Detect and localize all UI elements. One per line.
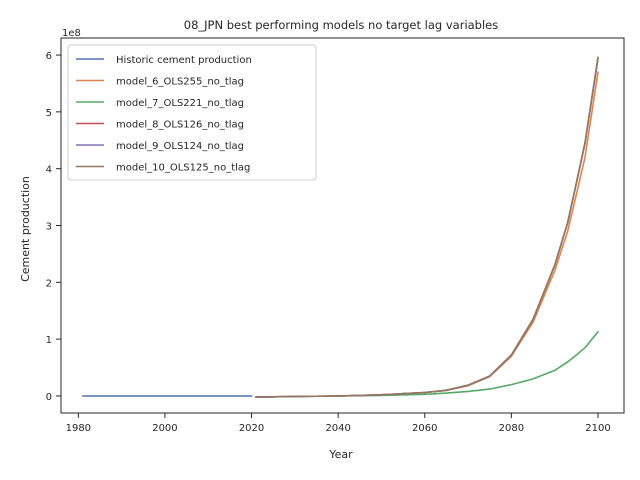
x-tick-label: 1980: [66, 423, 91, 434]
y-tick-label: 0: [46, 392, 52, 403]
plot-area: 1980 2000 2020 2040 2060 2080 2100 0 1 2 3 4 5 6: [46, 37, 625, 434]
x-tick-label: 2080: [499, 423, 524, 434]
x-tick-label: 2040: [325, 423, 350, 434]
x-tick-label: 2020: [239, 423, 264, 434]
legend-label-6: model_10_OLS125_no_tlag: [116, 163, 250, 174]
series-line-3: [255, 330, 599, 398]
x-axis-label: Year: [328, 448, 353, 461]
legend-label-2: model_6_OLS255_no_tlag: [116, 77, 244, 88]
legend-box: [67, 44, 317, 181]
legend-label-3: model_7_OLS221_no_tlag: [116, 98, 244, 109]
series-line-6: [255, 56, 599, 398]
legend: Historic cement production model_6_OLS255…: [67, 44, 317, 181]
y-tick-label: 4: [46, 165, 52, 176]
legend-label-4: model_8_OLS126_no_tlag: [116, 120, 244, 131]
y-axis-label: Cement production: [19, 176, 32, 282]
x-tick-label: 2000: [152, 423, 177, 434]
y-tick-label: 3: [46, 222, 52, 233]
x-tick-label: 2100: [585, 423, 610, 434]
chart-title: 08_JPN best performing models no target …: [184, 18, 499, 32]
series-layer: [81, 56, 599, 398]
y-tick-label: 6: [46, 51, 52, 62]
y-tick-label: 2: [46, 278, 52, 289]
x-axis-ticks: 1980 2000 2020 2040 2060 2080 2100: [66, 413, 611, 434]
y-offset-label: 1e8: [62, 28, 81, 39]
y-tick-label: 5: [46, 108, 52, 119]
x-tick-label: 2060: [412, 423, 437, 434]
y-axis-ticks: 0 1 2 3 4 5 6: [46, 51, 61, 403]
y-tick-label: 1: [46, 335, 52, 346]
legend-label-1: Historic cement production: [116, 55, 252, 66]
legend-label-5: model_9_OLS124_no_tlag: [116, 141, 244, 152]
